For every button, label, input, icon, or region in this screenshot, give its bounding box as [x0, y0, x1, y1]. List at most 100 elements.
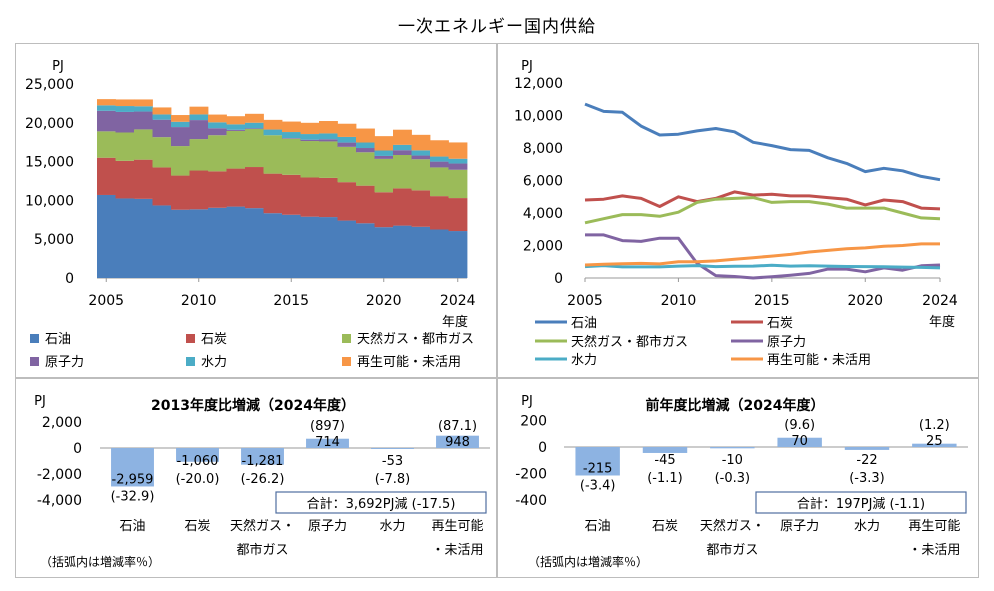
legend-label: 石炭 [767, 316, 793, 331]
bar-segment-oil [115, 198, 135, 278]
bar-segment-renewable [448, 142, 468, 159]
bar-segment-hydro [356, 142, 375, 149]
legend-swatch-hydro [186, 357, 195, 366]
legend-label: 石炭 [201, 332, 227, 347]
bar-segment-oil [300, 216, 320, 278]
bar-value-label: -1,060 [177, 454, 219, 469]
bar-segment-renewable [356, 128, 375, 143]
bar-segment-nuclear [393, 150, 412, 156]
line-series-gas [584, 196, 941, 225]
bar-segment-renewable [393, 129, 412, 145]
bar-segment-nuclear [245, 128, 264, 130]
category-label: 原子力 [308, 519, 347, 534]
line-series-oil [584, 102, 941, 182]
bar-segment-hydro [411, 150, 431, 156]
y-tick-label: 10,000 [514, 109, 563, 125]
bar-rate-label: (-3.3) [849, 471, 885, 486]
bar-value-label: -10 [722, 453, 743, 468]
y-unit-label: PJ [521, 59, 533, 74]
bar-segment-gas [374, 158, 394, 193]
bar-segment-renewable [430, 140, 449, 157]
bar-segment-gas [189, 139, 209, 171]
category-label: 石油 [585, 519, 611, 534]
bar-segment-nuclear [300, 139, 320, 142]
bar [111, 448, 154, 487]
bar-segment-gas [263, 135, 283, 174]
bar-segment-renewable [411, 134, 431, 151]
bar-segment-coal [393, 188, 412, 226]
bar-rate-label: (897) [310, 419, 345, 434]
bar-segment-oil [226, 206, 246, 278]
bar-segment-coal [374, 192, 394, 228]
bar [176, 448, 219, 462]
legend-label: 再生可能・未活用 [357, 355, 461, 370]
legend-label: 水力 [201, 355, 227, 370]
legend-label: 再生可能・未活用 [767, 353, 871, 368]
bar-segment-gas [300, 141, 320, 178]
bar-segment-coal [134, 159, 153, 199]
note-label: （括弧内は増減率％） [40, 554, 160, 569]
bar-segment-gas [430, 167, 449, 197]
y-tick-label: 0 [73, 441, 82, 457]
bar-segment-oil [208, 207, 227, 278]
bar-segment-coal [97, 157, 116, 195]
bar-rate-label: (-1.1) [647, 471, 683, 486]
bar-segment-oil [319, 217, 338, 278]
bar-segment-renewable [337, 123, 357, 137]
bar-segment-coal [115, 160, 135, 199]
x-tick-label: 2010 [181, 293, 217, 309]
bar-segment-oil [263, 213, 283, 278]
bar-segment-oil [171, 209, 190, 278]
bar-segment-gas [97, 131, 116, 158]
total-box [275, 491, 487, 514]
category-label: 天然ガス・ [700, 518, 765, 534]
bar-segment-oil [189, 209, 209, 278]
bar-segment-renewable [245, 113, 264, 123]
bar-segment-renewable [115, 99, 135, 107]
bar-segment-gas [356, 152, 375, 186]
bar-rate-label: (-3.4) [580, 478, 616, 493]
bar-segment-hydro [208, 122, 227, 129]
category-label-line2: ・未活用 [908, 543, 960, 558]
bar-segment-renewable [152, 107, 172, 115]
x-tick-label: 2005 [567, 293, 603, 309]
y-tick-label: 4,000 [523, 206, 563, 222]
bar-segment-hydro [171, 121, 190, 128]
bar-segment-nuclear [208, 128, 227, 136]
x-tick-label: 2010 [661, 293, 697, 309]
bar-segment-renewable [134, 99, 153, 107]
note-label: （括弧内は増減率％） [528, 554, 648, 569]
bar-segment-coal [189, 170, 209, 210]
legend-label: 石油 [45, 332, 71, 347]
bar-segment-coal [282, 174, 301, 215]
bar-segment-hydro [300, 134, 320, 140]
bar-segment-hydro [226, 124, 246, 130]
y-tick-label: -200 [515, 467, 547, 483]
y-tick-label: 15,000 [25, 155, 74, 171]
bar-segment-nuclear [282, 138, 301, 139]
bar-segment-coal [430, 196, 449, 230]
bar-segment-nuclear [189, 120, 209, 140]
y-tick-label: 0 [65, 271, 74, 287]
bar-segment-renewable [319, 121, 338, 134]
y-unit-label: PJ [521, 394, 533, 409]
bar-segment-oil [337, 220, 357, 278]
bar-segment-coal [245, 167, 264, 209]
bar-segment-hydro [393, 144, 412, 151]
bar [912, 443, 957, 447]
bar-segment-gas [134, 129, 153, 160]
bar-segment-coal [263, 173, 283, 214]
y-tick-label: -400 [515, 493, 547, 509]
x-tick-label: 2005 [88, 293, 124, 309]
bar-segment-nuclear [171, 127, 190, 147]
bar-segment-gas [393, 155, 412, 189]
bar-segment-hydro [374, 150, 394, 156]
y-tick-label: 0 [554, 271, 563, 287]
page-title: 一次エネルギー国内供給 [398, 17, 596, 37]
bar-segment-renewable [189, 106, 209, 115]
bar-segment-hydro [134, 106, 153, 112]
bar [777, 437, 822, 447]
bar-value-label: -215 [583, 461, 613, 476]
bar-segment-nuclear [411, 155, 431, 160]
bar-segment-coal [208, 171, 227, 208]
